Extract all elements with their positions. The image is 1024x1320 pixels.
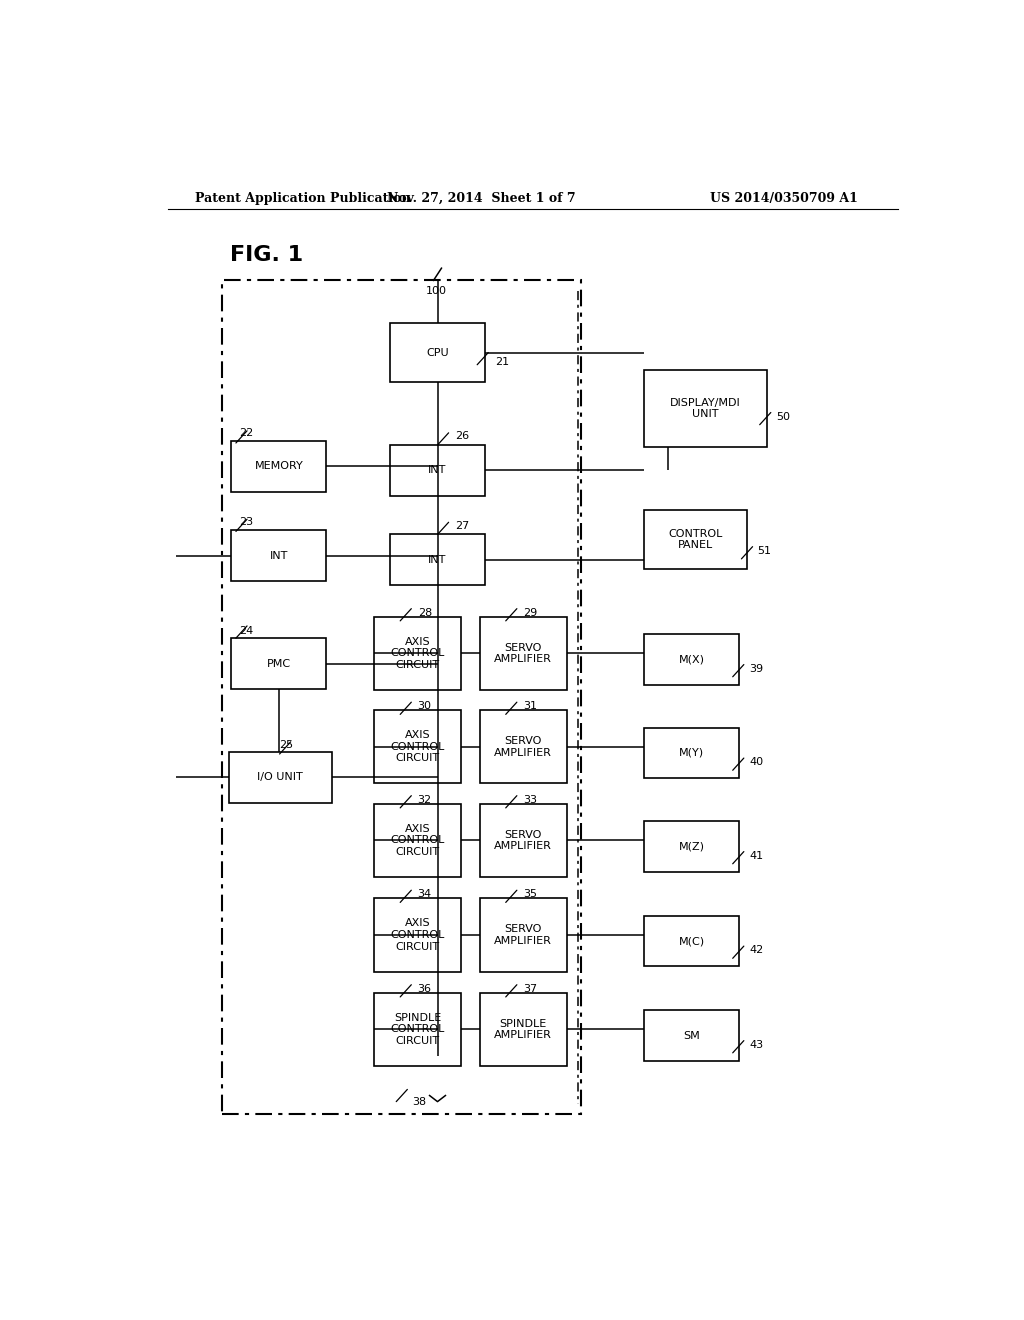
Text: M(X): M(X): [679, 655, 705, 664]
Text: US 2014/0350709 A1: US 2014/0350709 A1: [711, 191, 858, 205]
Bar: [479, 616, 567, 690]
Text: FIG. 1: FIG. 1: [229, 246, 303, 265]
Text: 25: 25: [279, 741, 293, 750]
Text: MEMORY: MEMORY: [254, 462, 303, 471]
Bar: [479, 710, 567, 784]
Bar: [228, 752, 332, 803]
Bar: [644, 1010, 739, 1061]
Bar: [479, 993, 567, 1067]
Text: SERVO
AMPLIFIER: SERVO AMPLIFIER: [495, 829, 552, 851]
Text: 21: 21: [495, 356, 509, 367]
Text: SPINDLE
AMPLIFIER: SPINDLE AMPLIFIER: [495, 1019, 552, 1040]
Text: CONTROL
PANEL: CONTROL PANEL: [669, 529, 723, 550]
Bar: [644, 510, 748, 569]
Text: 22: 22: [240, 428, 253, 438]
Text: Nov. 27, 2014  Sheet 1 of 7: Nov. 27, 2014 Sheet 1 of 7: [387, 191, 575, 205]
Text: 27: 27: [455, 521, 469, 532]
Text: AXIS
CONTROL
CIRCUIT: AXIS CONTROL CIRCUIT: [390, 730, 444, 763]
Text: 32: 32: [418, 795, 432, 805]
Bar: [479, 899, 567, 972]
Text: 42: 42: [750, 945, 764, 956]
Text: INT: INT: [269, 550, 288, 561]
Text: 39: 39: [750, 664, 764, 673]
Bar: [644, 727, 739, 779]
Text: SERVO
AMPLIFIER: SERVO AMPLIFIER: [495, 737, 552, 758]
Text: I/O UNIT: I/O UNIT: [257, 772, 303, 783]
Bar: [390, 323, 485, 381]
Text: SERVO
AMPLIFIER: SERVO AMPLIFIER: [495, 924, 552, 945]
Text: 51: 51: [758, 545, 771, 556]
Text: DISPLAY/MDI
UNIT: DISPLAY/MDI UNIT: [670, 397, 740, 420]
Text: 100: 100: [425, 285, 446, 296]
Text: SPINDLE
CONTROL
CIRCUIT: SPINDLE CONTROL CIRCUIT: [390, 1012, 444, 1045]
Text: 23: 23: [240, 517, 253, 527]
Text: 41: 41: [750, 850, 764, 861]
Bar: [231, 638, 327, 689]
Bar: [644, 821, 739, 873]
Text: AXIS
CONTROL
CIRCUIT: AXIS CONTROL CIRCUIT: [390, 824, 444, 857]
Text: 26: 26: [455, 430, 469, 441]
Text: INT: INT: [428, 554, 446, 565]
Bar: [374, 616, 461, 690]
Text: 34: 34: [418, 890, 432, 899]
Bar: [390, 445, 485, 496]
Text: 37: 37: [523, 983, 538, 994]
Text: 43: 43: [750, 1040, 764, 1049]
Text: PMC: PMC: [266, 659, 291, 668]
Text: M(Z): M(Z): [679, 842, 705, 851]
Bar: [390, 535, 485, 585]
Text: AXIS
CONTROL
CIRCUIT: AXIS CONTROL CIRCUIT: [390, 636, 444, 671]
Bar: [374, 993, 461, 1067]
Bar: [231, 531, 327, 581]
Bar: [374, 899, 461, 972]
Text: M(C): M(C): [678, 936, 705, 946]
Text: 24: 24: [240, 626, 253, 636]
Text: 30: 30: [418, 701, 432, 711]
Text: INT: INT: [428, 466, 446, 475]
Text: 36: 36: [418, 983, 432, 994]
Text: 50: 50: [776, 412, 791, 421]
Text: 31: 31: [523, 701, 538, 711]
Text: 35: 35: [523, 890, 538, 899]
Text: 28: 28: [418, 607, 432, 618]
Text: 29: 29: [523, 607, 538, 618]
Text: M(Y): M(Y): [679, 748, 705, 758]
Text: SERVO
AMPLIFIER: SERVO AMPLIFIER: [495, 643, 552, 664]
Text: AXIS
CONTROL
CIRCUIT: AXIS CONTROL CIRCUIT: [390, 919, 444, 952]
Text: CPU: CPU: [426, 347, 449, 358]
Bar: [644, 370, 767, 447]
Bar: [644, 916, 739, 966]
Bar: [374, 710, 461, 784]
Text: Patent Application Publication: Patent Application Publication: [196, 191, 411, 205]
Text: 40: 40: [750, 758, 764, 767]
Bar: [231, 441, 327, 492]
Text: 38: 38: [412, 1097, 426, 1106]
Text: 33: 33: [523, 795, 538, 805]
Bar: [221, 280, 582, 1114]
Bar: [479, 804, 567, 876]
Bar: [374, 804, 461, 876]
Text: SM: SM: [683, 1031, 699, 1040]
Bar: [644, 634, 739, 685]
